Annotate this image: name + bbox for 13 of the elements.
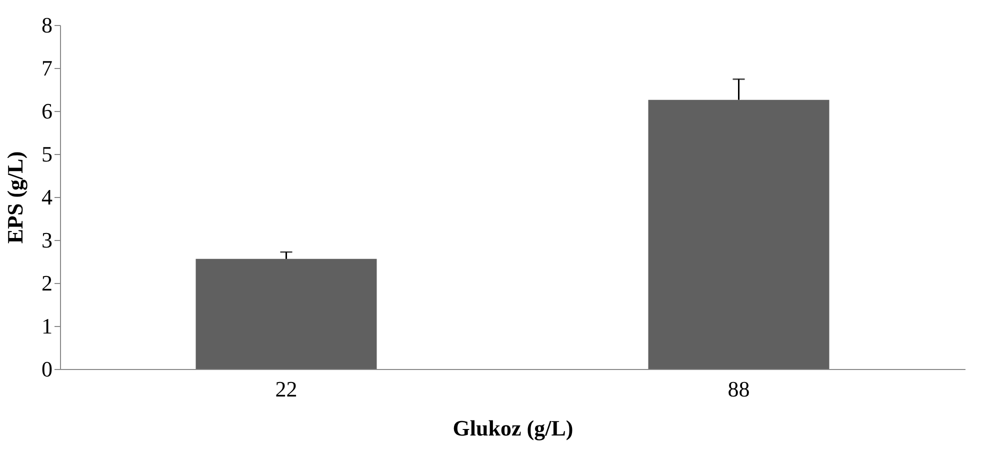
y-tick-label: 3 — [42, 228, 52, 252]
y-tick-label: 0 — [42, 356, 52, 382]
x-tick-label: 88 — [728, 376, 750, 402]
y-tick-label: 5 — [42, 142, 52, 166]
y-axis-title: EPS (g/L) — [2, 151, 28, 244]
y-tick-label: 6 — [42, 98, 52, 124]
y-tick-label: 7 — [42, 56, 52, 80]
y-tick-label: 1 — [42, 314, 52, 338]
x-tick-label: 22 — [275, 376, 298, 402]
y-tick-label: 4 — [42, 184, 52, 210]
x-axis-title: Glukoz (g/L) — [452, 416, 574, 440]
y-tick-label: 8 — [42, 12, 52, 38]
y-tick-label: 2 — [42, 270, 52, 296]
